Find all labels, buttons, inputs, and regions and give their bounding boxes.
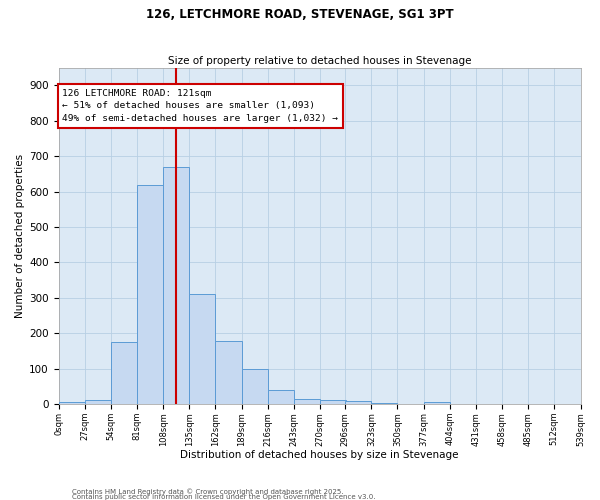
Bar	[345, 402, 371, 404]
Bar	[111, 342, 137, 404]
Bar	[268, 390, 294, 404]
Text: Contains HM Land Registry data © Crown copyright and database right 2025.: Contains HM Land Registry data © Crown c…	[72, 488, 343, 495]
Text: Contains public sector information licensed under the Open Government Licence v3: Contains public sector information licen…	[72, 494, 376, 500]
Y-axis label: Number of detached properties: Number of detached properties	[15, 154, 25, 318]
Bar	[163, 167, 189, 404]
Bar	[320, 400, 346, 404]
Bar	[189, 294, 215, 404]
Text: 126 LETCHMORE ROAD: 121sqm
← 51% of detached houses are smaller (1,093)
49% of s: 126 LETCHMORE ROAD: 121sqm ← 51% of deta…	[62, 89, 338, 123]
Bar	[215, 341, 242, 404]
Bar	[242, 370, 268, 404]
Bar	[137, 184, 163, 404]
Title: Size of property relative to detached houses in Stevenage: Size of property relative to detached ho…	[168, 56, 471, 66]
Bar	[294, 399, 320, 404]
Bar	[59, 402, 85, 404]
Text: 126, LETCHMORE ROAD, STEVENAGE, SG1 3PT: 126, LETCHMORE ROAD, STEVENAGE, SG1 3PT	[146, 8, 454, 20]
Bar	[371, 403, 397, 404]
Bar	[85, 400, 111, 404]
Bar	[424, 402, 450, 404]
X-axis label: Distribution of detached houses by size in Stevenage: Distribution of detached houses by size …	[180, 450, 459, 460]
